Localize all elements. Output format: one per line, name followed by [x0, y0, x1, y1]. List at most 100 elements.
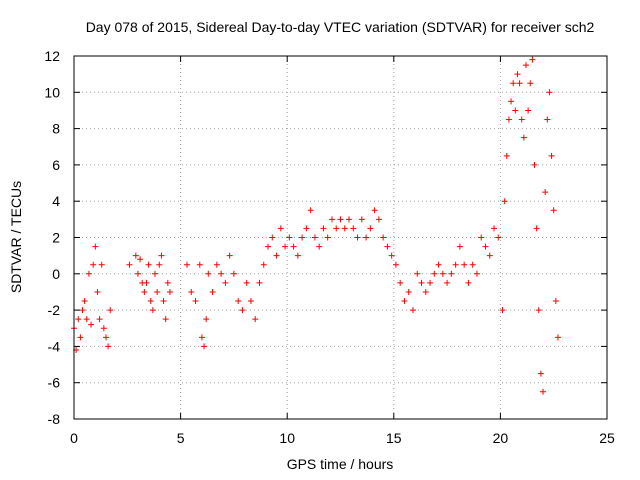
data-point [92, 243, 99, 250]
y-tick-label: 0 [52, 266, 60, 282]
data-point [397, 279, 404, 286]
data-point [316, 243, 323, 250]
data-point [552, 298, 559, 305]
data-point [510, 80, 517, 87]
data-point [198, 334, 205, 341]
data-point [482, 243, 489, 250]
data-point [435, 261, 442, 268]
data-point [132, 252, 139, 259]
data-point [520, 134, 527, 141]
data-point [508, 98, 515, 105]
data-point [77, 334, 84, 341]
data-point [247, 298, 254, 305]
data-point [152, 270, 159, 277]
data-point [256, 279, 263, 286]
data-point [149, 307, 156, 314]
data-point [375, 216, 382, 223]
data-point [158, 252, 165, 259]
data-point [514, 71, 521, 78]
y-tick-label: -8 [48, 411, 61, 427]
data-point [209, 288, 216, 295]
data-point [147, 298, 154, 305]
data-point [141, 288, 148, 295]
data-point [554, 334, 561, 341]
data-point [427, 279, 434, 286]
data-point [105, 343, 112, 350]
data-point [290, 243, 297, 250]
data-point [388, 252, 395, 259]
data-point [96, 316, 103, 323]
data-point [126, 261, 133, 268]
data-point [192, 298, 199, 305]
data-point [162, 316, 169, 323]
y-tick-label: -4 [48, 338, 61, 354]
data-point [320, 225, 327, 232]
data-point [503, 152, 510, 159]
data-point [100, 325, 107, 332]
data-point [205, 270, 212, 277]
data-point [444, 279, 451, 286]
y-tick-label: 2 [52, 230, 60, 246]
data-point [164, 279, 171, 286]
data-point [448, 270, 455, 277]
data-point [478, 234, 485, 241]
data-point [461, 261, 468, 268]
data-point [384, 243, 391, 250]
data-point [414, 270, 421, 277]
data-point [522, 62, 529, 69]
data-point [516, 80, 523, 87]
data-point [156, 261, 163, 268]
data-point [102, 334, 109, 341]
axis-ticks: 0 5 10 15 20 25 -8 -6 -4 -2 0 2 4 6 8 10 12 [44, 48, 615, 446]
data-point [537, 370, 544, 377]
y-tick-label: -2 [48, 302, 61, 318]
data-point [260, 261, 267, 268]
data-point [277, 225, 284, 232]
x-tick-label: 25 [599, 430, 615, 446]
data-point [525, 107, 532, 114]
data-point [294, 252, 301, 259]
data-point [418, 279, 425, 286]
data-point [83, 316, 90, 323]
data-point [252, 316, 259, 323]
data-point [166, 288, 173, 295]
data-point [409, 307, 416, 314]
data-point [358, 216, 365, 223]
data-point [222, 279, 229, 286]
y-tick-label: 12 [44, 48, 60, 64]
data-point [456, 243, 463, 250]
data-point [328, 216, 335, 223]
data-point [286, 234, 293, 241]
data-point [540, 388, 547, 395]
data-point [226, 252, 233, 259]
data-point [550, 207, 557, 214]
data-point [431, 270, 438, 277]
data-point [188, 288, 195, 295]
data-point [154, 288, 161, 295]
y-tick-label: 4 [52, 193, 60, 209]
data-point [183, 261, 190, 268]
x-tick-label: 10 [279, 430, 295, 446]
data-point [90, 261, 97, 268]
data-point [535, 307, 542, 314]
data-point [529, 56, 536, 63]
data-point [196, 261, 203, 268]
data-point [137, 256, 144, 263]
x-tick-label: 0 [70, 430, 78, 446]
data-points [71, 56, 561, 395]
data-point [548, 152, 555, 159]
data-point [546, 89, 553, 96]
data-point [88, 321, 95, 328]
data-point [380, 234, 387, 241]
data-point [235, 298, 242, 305]
data-point [452, 261, 459, 268]
y-tick-label: 10 [44, 84, 60, 100]
data-point [98, 261, 105, 268]
data-point [239, 307, 246, 314]
data-point [469, 261, 476, 268]
data-point [341, 225, 348, 232]
data-point [79, 307, 86, 314]
data-point [269, 234, 276, 241]
x-tick-label: 5 [177, 430, 185, 446]
